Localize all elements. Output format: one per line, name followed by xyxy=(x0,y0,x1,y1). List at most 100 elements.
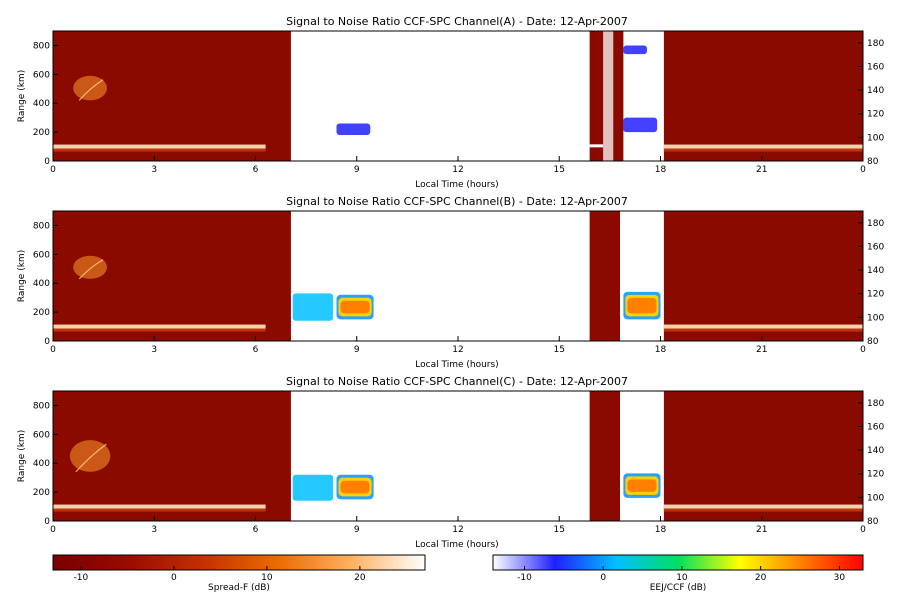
panel-a-xlabel: Local Time (hours) xyxy=(415,180,498,190)
eej-blob-core xyxy=(340,480,370,494)
panel-c: Signal to Noise Ratio CCF-SPC Channel(C)… xyxy=(17,375,884,550)
panel-c-title: Signal to Noise Ratio CCF-SPC Channel(C)… xyxy=(286,375,628,388)
x-tick-label: 12 xyxy=(452,525,463,535)
colorbar-tick-label: 20 xyxy=(755,573,767,583)
x-tick-label: 9 xyxy=(354,525,360,535)
spread-f-trace xyxy=(53,324,266,329)
x-tick-label: 21 xyxy=(756,165,767,175)
colorbar-spread-f: Spread-F (dB) -10 0 10 20 xyxy=(52,554,426,593)
spread-f-plume-filament xyxy=(75,443,107,473)
y-tick-label-right: 80 xyxy=(867,517,879,527)
y-tick-label-right: 160 xyxy=(867,62,884,72)
eej-blob xyxy=(623,45,647,55)
spread-f-trace-edge xyxy=(663,508,863,512)
spread-f-segment xyxy=(589,211,620,341)
y-tick-label-left: 0 xyxy=(44,337,50,347)
y-tick-label-right: 100 xyxy=(867,313,884,323)
y-tick-label-left: 0 xyxy=(44,157,50,167)
panel-b-plot: 0 3 6 9 12 15 18 21 0020040060080080100120140160… xyxy=(33,210,884,355)
y-tick-label-right: 100 xyxy=(867,493,884,503)
spread-f-trace xyxy=(53,144,266,149)
y-tick-label-right: 100 xyxy=(867,133,884,143)
x-tick-label: 0 xyxy=(50,525,56,535)
y-tick-label-right: 80 xyxy=(867,157,879,167)
x-tick-label: 15 xyxy=(554,525,565,535)
spread-f-trace-edge xyxy=(53,148,266,152)
spread-f-trace-edge xyxy=(663,148,863,152)
spread-f-trace-edge xyxy=(53,328,266,332)
eej-blob xyxy=(292,293,334,321)
x-tick-label: 18 xyxy=(655,525,667,535)
y-tick-label-left: 600 xyxy=(33,250,50,260)
x-tick-label: 18 xyxy=(655,165,667,175)
y-tick-label-left: 800 xyxy=(33,221,50,231)
x-tick-label: 9 xyxy=(354,345,360,355)
x-tick-label: 18 xyxy=(655,345,667,355)
x-tick-label: 0 xyxy=(50,165,56,175)
spread-f-plume-filament xyxy=(78,259,104,280)
x-tick-label: 6 xyxy=(253,345,259,355)
spread-f-trace xyxy=(663,324,863,329)
eej-blob-core xyxy=(627,479,657,492)
spread-f-plume xyxy=(69,440,111,472)
y-tick-label-right: 120 xyxy=(867,470,884,480)
y-tick-label-left: 400 xyxy=(33,279,50,289)
y-tick-label-right: 140 xyxy=(867,266,884,276)
x-tick-label: 6 xyxy=(253,165,259,175)
x-tick-label: 6 xyxy=(253,525,259,535)
spread-f-trace-edge xyxy=(53,508,266,512)
x-tick-label: 3 xyxy=(151,345,157,355)
x-tick-label: 12 xyxy=(452,165,463,175)
colorbar-tick-label: -10 xyxy=(74,573,89,583)
y-tick-label-left: 200 xyxy=(33,128,50,138)
colorbar-tick-label: 30 xyxy=(834,573,846,583)
eej-blob xyxy=(292,474,334,501)
spread-f-segment xyxy=(589,391,620,521)
y-tick-label-left: 0 xyxy=(44,517,50,527)
y-tick-label-left: 200 xyxy=(33,488,50,498)
spread-f-segment xyxy=(663,211,863,341)
spread-f-trace-edge xyxy=(663,328,863,332)
x-tick-label: 0 xyxy=(860,345,866,355)
panel-a: Signal to Noise Ratio CCF-SPC Channel(A)… xyxy=(17,15,884,190)
eej-blob-core xyxy=(340,300,370,314)
spread-f-trace xyxy=(663,504,863,509)
x-tick-label: 0 xyxy=(50,345,56,355)
y-tick-label-left: 400 xyxy=(33,459,50,469)
panel-b-ylabel: Range (km) xyxy=(17,250,27,302)
spread-f-plume-filament xyxy=(78,79,104,101)
colorbar-eej-ccf: EEJ/CCF (dB) -10 0 10 20 30 xyxy=(492,554,864,593)
y-tick-label-left: 600 xyxy=(33,430,50,440)
y-tick-label-right: 80 xyxy=(867,337,879,347)
colorbar-tick-label: 10 xyxy=(261,573,273,583)
gap-stripe xyxy=(603,31,614,161)
x-tick-label: 15 xyxy=(554,345,565,355)
y-tick-label-right: 140 xyxy=(867,446,884,456)
x-tick-label: 0 xyxy=(860,165,866,175)
y-tick-label-right: 140 xyxy=(867,86,884,96)
spread-f-plume xyxy=(73,255,107,279)
spread-f-segment xyxy=(663,31,863,161)
panel-a-plot: 0 3 6 9 12 15 18 21 0020040060080080100120140160… xyxy=(33,30,884,175)
x-tick-label: 0 xyxy=(860,525,866,535)
colorbar-tick-label: 10 xyxy=(676,573,688,583)
gap-trace xyxy=(589,144,604,148)
panel-c-xlabel: Local Time (hours) xyxy=(415,540,498,550)
y-tick-label-right: 160 xyxy=(867,242,884,252)
colorbar-tick-label: -10 xyxy=(517,573,532,583)
x-tick-label: 15 xyxy=(554,165,565,175)
spread-f-plume xyxy=(73,75,107,101)
eej-blob xyxy=(623,117,658,133)
y-tick-label-right: 180 xyxy=(867,39,884,49)
panel-a-ylabel: Range (km) xyxy=(17,70,27,122)
y-tick-label-right: 160 xyxy=(867,422,884,432)
colorbar-spread-f-label: Spread-F (dB) xyxy=(208,583,270,593)
panel-b: Signal to Noise Ratio CCF-SPC Channel(B)… xyxy=(17,195,884,370)
x-tick-label: 21 xyxy=(756,345,767,355)
colorbar-bar xyxy=(52,554,426,571)
colorbar-tick-label: 0 xyxy=(171,573,177,583)
eej-blob xyxy=(336,123,371,135)
x-tick-label: 9 xyxy=(354,165,360,175)
